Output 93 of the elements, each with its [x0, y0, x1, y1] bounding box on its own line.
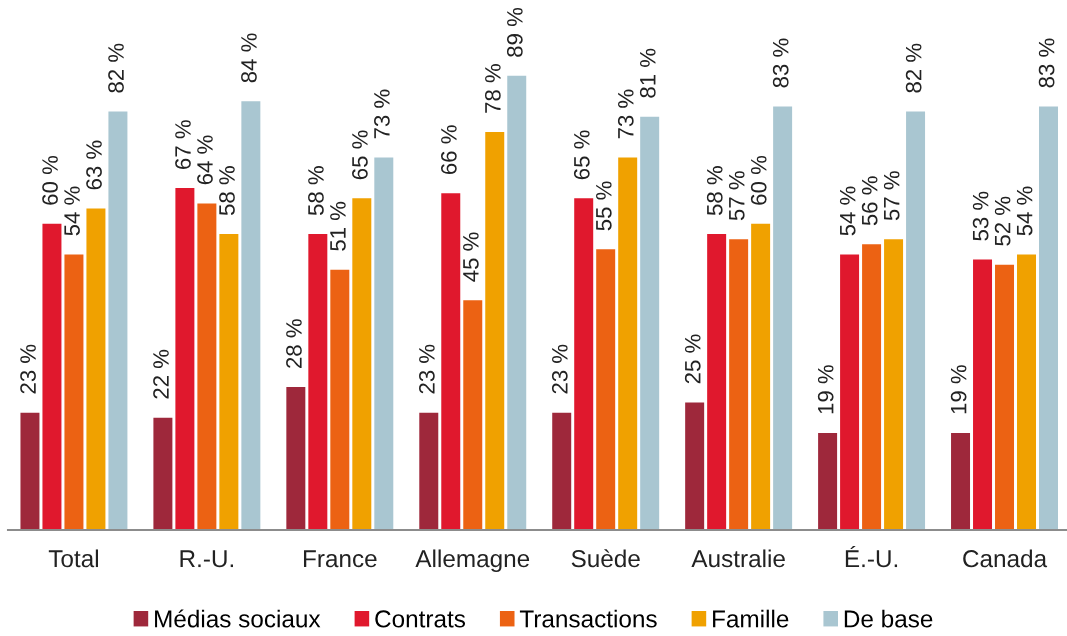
data-label: 23 % [551, 344, 568, 394]
bar [441, 193, 461, 530]
data-label: 67 % [175, 120, 191, 169]
legend-label: Médias sociaux [155, 609, 321, 628]
data-label: 54 % [839, 186, 856, 236]
data-label: 56 % [861, 176, 878, 226]
data-label: 19 % [817, 365, 834, 414]
bar [840, 254, 860, 530]
bar [640, 116, 660, 530]
data-label: 52 % [994, 196, 1011, 246]
bar [352, 198, 372, 530]
bar [995, 264, 1015, 530]
legend-label: Famille [713, 609, 789, 628]
data-label: 78 % [484, 64, 501, 113]
data-label: 83 % [772, 38, 789, 88]
data-label: 73 % [374, 89, 390, 139]
bar [862, 244, 882, 530]
bar [552, 412, 572, 530]
data-label: 65 % [352, 130, 368, 180]
legend-label: Contrats [375, 610, 466, 628]
bar [818, 433, 838, 530]
bar [219, 234, 239, 530]
bar [20, 412, 40, 530]
bar [286, 387, 306, 530]
data-label: 66 % [441, 125, 457, 175]
data-label: 73 % [617, 89, 634, 139]
data-label: 83 % [1038, 38, 1055, 88]
bar [596, 249, 616, 530]
data-label: 45 % [463, 232, 479, 282]
bar [42, 223, 62, 530]
bar [574, 198, 594, 530]
data-label: 58 % [308, 166, 324, 216]
bar [1017, 254, 1036, 530]
bar [374, 157, 394, 530]
x-tick-label: Allemagne [415, 549, 530, 573]
bar [685, 402, 705, 530]
data-label: 89 % [506, 7, 523, 57]
bar [330, 269, 350, 530]
bar [308, 234, 328, 530]
bar [618, 157, 638, 530]
data-label: 64 % [197, 135, 213, 185]
data-label: 55 % [596, 181, 612, 231]
data-label: 19 % [950, 365, 967, 414]
data-label: 57 % [728, 171, 745, 221]
data-label: 53 % [972, 191, 989, 241]
data-label: 54 % [1016, 186, 1033, 236]
data-label: 22 % [153, 349, 169, 399]
data-label: 81 % [639, 48, 656, 98]
data-label: 82 % [905, 43, 922, 93]
bar [153, 417, 173, 530]
data-label: 60 % [750, 155, 767, 205]
data-label: 63 % [86, 140, 102, 190]
bar [108, 111, 128, 530]
bar [463, 300, 483, 530]
bar [197, 203, 217, 530]
x-tick-label: Total [48, 549, 98, 568]
bar [906, 111, 926, 530]
data-label: 84 % [241, 33, 257, 83]
x-tick-label: É.-U. [845, 545, 898, 568]
legend-label: De base [844, 609, 933, 628]
data-label: 23 % [20, 344, 36, 394]
data-label: 23 % [419, 344, 435, 394]
data-label: 58 % [219, 166, 235, 216]
data-label: 65 % [573, 130, 590, 180]
bar [485, 131, 505, 530]
data-label: 58 % [706, 166, 723, 216]
data-label: 60 % [42, 155, 58, 205]
bar [884, 239, 904, 530]
legend-label: Transactions [519, 609, 657, 628]
x-tick-label: Suède [571, 549, 640, 568]
bar [773, 106, 793, 530]
data-label: 54 % [64, 186, 80, 236]
bar [707, 234, 727, 530]
bar [951, 433, 971, 530]
x-tick-label: France [303, 550, 377, 568]
x-tick-label: Australie [691, 549, 785, 568]
bar [1039, 106, 1058, 530]
x-tick-label: R.-U. [180, 550, 234, 568]
bar [241, 101, 261, 530]
bar [175, 188, 195, 530]
data-label: 57 % [883, 171, 900, 221]
bar [86, 208, 106, 530]
data-label: 82 % [108, 43, 124, 93]
bar [973, 259, 993, 530]
bar [751, 223, 771, 530]
data-label: 51 % [330, 201, 346, 251]
x-tick-label: Canada [963, 549, 1048, 568]
bar [64, 254, 84, 530]
bar [507, 75, 527, 530]
bar [729, 239, 749, 530]
data-label: 28 % [286, 319, 302, 368]
data-label: 25 % [684, 334, 701, 384]
bar [419, 412, 439, 530]
